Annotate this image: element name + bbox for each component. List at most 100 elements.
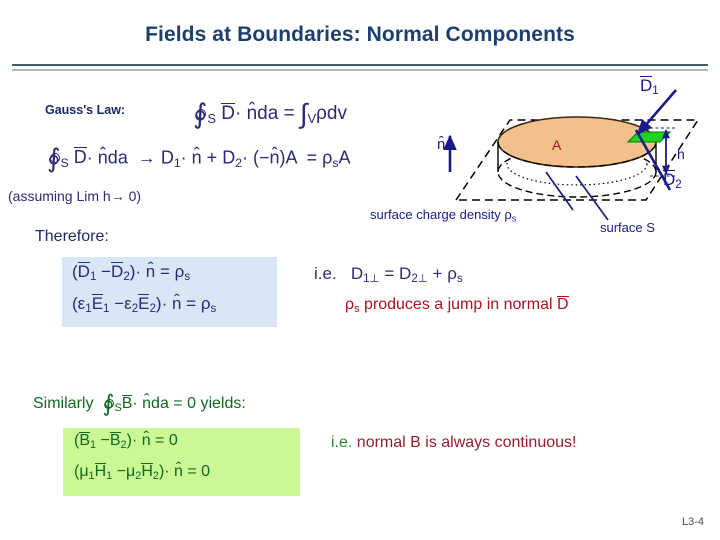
dot-nhat: · n̂ <box>161 294 182 313</box>
area-symbol: A <box>338 147 351 168</box>
b-field-symbol: B <box>121 394 133 412</box>
slide-number: L3-4 <box>681 516 704 528</box>
close-paren: ) <box>155 294 162 313</box>
d1-subscript: 1 <box>89 271 97 284</box>
contour-integral-symbol: ∮ <box>47 143 61 173</box>
title-divider-dark <box>12 64 708 66</box>
rho-subscript-s: s <box>184 271 191 284</box>
dot-nhat: · n̂ <box>135 262 156 281</box>
b2-subscript: 2 <box>120 439 127 452</box>
plus-sign: + <box>432 264 443 283</box>
mu2-symbol: μ <box>126 463 136 480</box>
equals-sign: = <box>384 264 395 283</box>
integral-subscript-s: S <box>60 155 69 170</box>
e1-subscript: 1 <box>103 303 110 316</box>
similarly-word: Similarly <box>33 394 94 412</box>
d1-subscript: 1 <box>173 155 181 170</box>
rho-dv: ρdv <box>316 103 347 125</box>
e1-symbol: E <box>91 294 104 313</box>
epsilon1-subscript: 1 <box>85 303 92 316</box>
rho-subscript-s: s <box>210 303 217 316</box>
b-boundary-equation-2: (μ1H1 −μ2H2)· n̂ = 0 <box>74 463 210 482</box>
b1-subscript: 1 <box>90 439 97 452</box>
gauss-law-equation: ∮S D· n̂da = ∫Vρdv <box>193 98 347 130</box>
rho-subscript-s: s <box>456 273 463 286</box>
d-field-symbol: D <box>556 296 569 313</box>
surface-s-leader-line <box>575 175 609 221</box>
dot-minus-nhat-area: · (−n̂)A <box>242 147 297 168</box>
pillbox-bottom-face <box>497 146 657 198</box>
d2-perp-subscript: 2⊥ <box>411 273 428 286</box>
rho-symbol: ρ <box>322 147 333 168</box>
h1-symbol: H <box>94 463 107 480</box>
dot-nhat: · n̂ <box>164 463 183 480</box>
volume-integral-symbol: ∫ <box>299 98 308 129</box>
minus-sign: − <box>100 432 110 449</box>
equals-sign: = <box>160 262 170 281</box>
open-paren: ( <box>72 262 78 281</box>
close-paren: ) <box>158 463 165 480</box>
equals-zero: = 0 <box>187 463 211 480</box>
integral-subscript-s: S <box>207 110 216 126</box>
d1-perp-subscript: 1⊥ <box>363 273 380 286</box>
d1-diagram-label: D1 <box>640 76 659 97</box>
equals-zero: = 0 <box>173 394 196 412</box>
d-field-symbol: D <box>221 103 235 125</box>
title-divider-light <box>12 69 708 71</box>
d2-subscript: 2 <box>675 179 682 192</box>
h1-subscript: 1 <box>106 470 113 483</box>
dot-nhat-da: · n̂da <box>86 147 128 168</box>
dot-nhat-da: · n̂da <box>132 394 169 412</box>
rho-jump-note: ρs produces a jump in normal D <box>345 296 569 315</box>
minus-sign: − <box>101 262 112 281</box>
d1-subscript: 1 <box>652 85 659 98</box>
e2-subscript: 2 <box>149 303 156 316</box>
d1-symbol: D <box>160 147 174 168</box>
therefore-label: Therefore: <box>35 228 109 245</box>
surface-charge-leader-line <box>545 171 574 211</box>
dot-nhat: · n̂ <box>131 432 151 449</box>
ie-prefix: i.e. <box>314 264 337 283</box>
d-boundary-equation-2: (ε1E1 −ε2E2)· n̂ = ρs <box>72 294 216 315</box>
d2-symbol: D <box>111 262 124 281</box>
normal-b-continuous-text: normal B is always continuous! <box>356 434 577 451</box>
integral-subscript-v: V <box>307 110 317 126</box>
equals-sign: = <box>283 103 295 125</box>
d1-symbol: D <box>77 262 90 281</box>
jump-note-text: produces a jump in normal <box>359 296 557 313</box>
minus-sign: − <box>114 294 125 313</box>
ie-prefix: i.e. <box>331 434 353 451</box>
d2-symbol: D <box>399 264 412 283</box>
d1-field-arrow <box>636 89 677 136</box>
ie-d-statement: i.e. D1⊥ = D2⊥ + ρs <box>314 264 463 285</box>
e2-symbol: E <box>138 294 150 313</box>
boundary-plane <box>454 119 700 201</box>
d1-symbol: D <box>350 264 364 283</box>
d-boundary-condition-box <box>62 257 277 327</box>
h2-subscript: 2 <box>152 470 159 483</box>
epsilon2-symbol: ε <box>124 294 132 313</box>
close-paren: ) <box>126 432 132 449</box>
d2-field-arrow <box>634 129 672 191</box>
d2-subscript: 2 <box>123 271 130 284</box>
d-field-symbol: D <box>73 147 87 168</box>
nhat-diagram-label: n̂ <box>437 136 446 153</box>
assumption-note: (assuming Lim h→ 0) <box>8 188 142 204</box>
height-diagram-label: h <box>677 146 685 162</box>
dot-nhat-da: · n̂da <box>234 103 279 125</box>
d2-symbol: D <box>222 147 236 168</box>
mu1-symbol: μ <box>79 463 89 480</box>
area-diagram-label: A <box>552 137 562 153</box>
rho-symbol: ρ <box>345 296 355 313</box>
b-boundary-equation-1: (B1 −B2)· n̂ = 0 <box>74 432 178 451</box>
page-title: Fields at Boundaries: Normal Components <box>145 23 575 46</box>
gauss-law-label: Gauss's Law: <box>45 103 126 117</box>
open-paren: ( <box>74 432 80 449</box>
equals-zero: = 0 <box>155 432 178 449</box>
rho-symbol: ρ <box>504 207 512 222</box>
equals-sign: = <box>306 147 318 168</box>
close-paren: ) <box>129 262 136 281</box>
b2-symbol: B <box>109 432 121 449</box>
implies-arrow: → <box>137 147 156 168</box>
